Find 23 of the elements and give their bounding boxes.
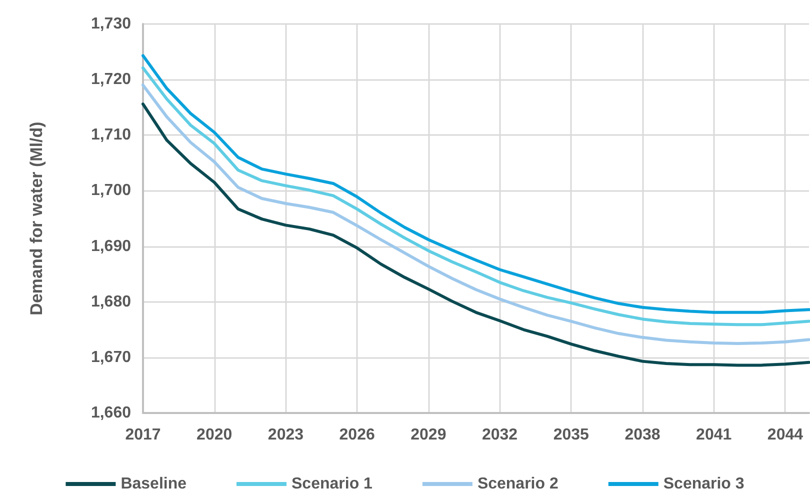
x-tick-label: 2038 bbox=[624, 426, 660, 444]
x-tick-label: 2041 bbox=[696, 426, 732, 444]
x-tick-label: 2017 bbox=[125, 426, 161, 444]
x-tick-label: 2044 bbox=[767, 426, 804, 444]
y-axis-title: Demand for water (Ml/d) bbox=[27, 122, 46, 316]
x-tick-label: 2035 bbox=[553, 426, 590, 444]
y-tick-label: 1,700 bbox=[90, 182, 132, 200]
x-tick-label: 2020 bbox=[196, 426, 232, 444]
legend-label: Scenario 3 bbox=[663, 476, 744, 492]
x-tick-label: 2023 bbox=[268, 426, 304, 444]
legend-label: Baseline bbox=[120, 476, 187, 492]
x-tick-label: 2032 bbox=[482, 426, 518, 444]
legend-label: Scenario 1 bbox=[292, 476, 373, 492]
y-tick-label: 1,660 bbox=[90, 404, 132, 422]
y-tick-label: 1,730 bbox=[90, 16, 132, 32]
y-tick-label: 1,690 bbox=[90, 238, 132, 255]
y-tick-label: 1,710 bbox=[90, 126, 132, 144]
x-tick-label: 2029 bbox=[410, 426, 446, 444]
y-tick-label: 1,720 bbox=[90, 71, 132, 88]
legend-label: Scenario 2 bbox=[477, 476, 558, 492]
y-tick-label: 1,680 bbox=[90, 293, 132, 310]
y-tick-label: 1,670 bbox=[90, 348, 132, 366]
x-tick-label: 2026 bbox=[339, 426, 375, 444]
